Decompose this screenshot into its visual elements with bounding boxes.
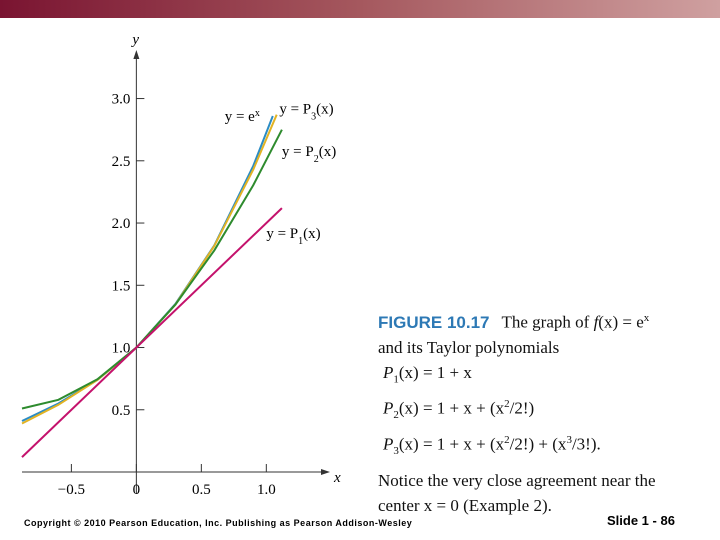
text: 1 — [393, 373, 399, 386]
annotation-part: y = P — [279, 101, 311, 117]
y-tick-label: 1.5 — [112, 278, 131, 294]
caption: FIGURE 10.17 The graph of f(x) = ex and i… — [378, 306, 656, 518]
formula: P3(x) = 1 + x + (x2/2!) + (x3/3!). — [383, 428, 656, 464]
annotation-part: y = P — [282, 144, 314, 160]
text: (x) = e — [598, 312, 644, 332]
annotation-part: y = e — [225, 109, 255, 125]
text: 2 — [504, 398, 510, 411]
annotation-part: y = P — [266, 226, 298, 242]
figure-number: FIGURE 10.17 — [378, 312, 490, 332]
text: /2!) + (x — [509, 434, 567, 454]
y-tick-label: 2.5 — [112, 154, 131, 170]
x-tick-label: 0.5 — [192, 482, 211, 498]
text: x — [643, 312, 650, 324]
annotation: y = P2(x) — [282, 144, 336, 165]
annotation-part: 3 — [311, 111, 316, 122]
annotation-part: (x) — [303, 226, 321, 242]
text: 3 — [566, 434, 572, 447]
text: and its Taylor polynomials — [378, 337, 560, 357]
formula: P2(x) = 1 + x + (x2/2!) — [383, 392, 656, 428]
annotation-part: x — [255, 107, 260, 118]
text: (x) = 1 + x + (x — [398, 398, 505, 418]
text: center x = 0 (Example 2). — [378, 496, 552, 516]
annotation-part: 2 — [314, 153, 319, 164]
text: (x) = 1 + x + (x — [398, 434, 505, 454]
x-axis-arrow — [321, 469, 330, 475]
text: 2 — [393, 409, 399, 422]
text: /3!). — [571, 434, 601, 454]
y-tick-label: 0.5 — [112, 403, 131, 419]
series-line — [21, 115, 274, 422]
annotation-part: (x) — [316, 101, 334, 117]
text: The graph of — [501, 312, 594, 332]
y-tick-label: 1.0 — [112, 341, 131, 357]
text: 3 — [393, 445, 399, 458]
text: f — [593, 312, 599, 332]
y-axis-label: y — [130, 32, 139, 48]
y-axis-arrow — [133, 50, 140, 59]
series-line — [21, 129, 283, 410]
annotation-part: 1 — [298, 235, 303, 246]
text: (x) = 1 + x — [398, 362, 472, 382]
annotation: y = P1(x) — [266, 226, 320, 247]
x-axis-label: x — [333, 470, 341, 486]
series-line — [21, 207, 283, 458]
caption-title: FIGURE 10.17 The graph of f(x) = ex — [378, 306, 656, 335]
formula: P1(x) = 1 + x — [383, 360, 656, 392]
slide-number: Slide 1 - 86 — [607, 513, 675, 528]
y-tick-label: 2.0 — [112, 216, 131, 232]
x-tick-label: −0.5 — [58, 482, 85, 498]
text: P — [383, 362, 394, 382]
annotation: y = P3(x) — [279, 101, 333, 122]
text: Notice the very close agreement near the — [378, 471, 656, 491]
text: 2 — [504, 434, 510, 447]
series-line — [21, 114, 278, 425]
text: P — [383, 434, 394, 454]
annotation: y = ex — [225, 107, 260, 125]
text: P — [383, 398, 394, 418]
copyright: Copyright © 2010 Pearson Education, Inc.… — [24, 518, 413, 528]
annotation-part: (x) — [319, 144, 337, 160]
y-tick-label: 3.0 — [112, 92, 131, 108]
text: /2!) — [509, 398, 535, 418]
header-bar — [0, 0, 720, 18]
x-tick-label: 0 — [133, 482, 141, 498]
x-tick-label: 1.0 — [257, 482, 276, 498]
